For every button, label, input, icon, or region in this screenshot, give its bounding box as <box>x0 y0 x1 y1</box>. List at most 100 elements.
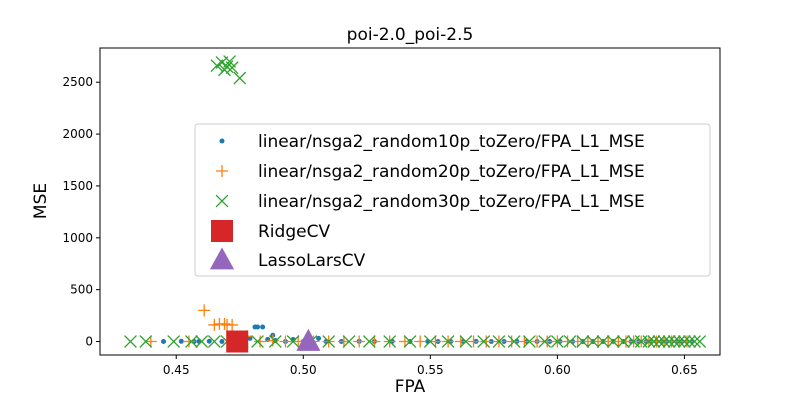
data-point <box>480 335 493 348</box>
data-point <box>383 335 397 348</box>
data-point <box>296 328 321 351</box>
data-point <box>672 335 686 348</box>
data-point <box>688 335 701 348</box>
series-4-points <box>226 330 249 353</box>
data-point <box>492 335 506 348</box>
y-tick-label: 1500 <box>62 179 93 193</box>
data-point <box>182 335 195 348</box>
data-point <box>206 338 212 344</box>
data-point <box>647 335 661 348</box>
chart-title: poi-2.0_poi-2.5 <box>347 25 474 45</box>
data-point <box>477 335 491 348</box>
data-point <box>467 335 480 348</box>
x-tick-label: 0.65 <box>671 363 698 377</box>
data-point <box>592 335 605 348</box>
data-point <box>602 335 615 348</box>
data-point <box>441 335 455 348</box>
data-point <box>279 335 292 348</box>
legend-label-series-3: linear/nsga2_random30p_toZero/FPA_L1_MSE <box>258 192 645 212</box>
data-point <box>581 335 594 348</box>
data-point <box>550 335 564 348</box>
y-tick-label: 2000 <box>62 127 93 141</box>
data-point <box>403 335 417 348</box>
data-point <box>642 335 656 348</box>
y-tick-label: 500 <box>70 283 93 297</box>
data-point <box>680 335 693 348</box>
data-point <box>208 318 221 331</box>
legend-marker-series-2 <box>216 165 228 177</box>
data-point <box>247 335 253 341</box>
data-point <box>652 335 666 348</box>
data-point <box>541 335 554 348</box>
legend-label-series-2: linear/nsga2_random20p_toZero/FPA_L1_MSE <box>258 162 645 182</box>
legend-marker-series-5 <box>209 247 235 270</box>
data-point <box>124 335 137 348</box>
data-point <box>322 335 336 348</box>
data-point <box>571 335 584 348</box>
data-point <box>429 335 442 348</box>
data-point <box>268 335 282 348</box>
data-point <box>178 338 184 344</box>
x-tick-label: 0.45 <box>163 363 190 377</box>
data-point <box>316 335 322 341</box>
data-point <box>678 335 691 348</box>
data-point <box>342 335 356 348</box>
data-point <box>185 335 198 348</box>
x-tick-label: 0.50 <box>290 363 317 377</box>
data-point <box>523 335 536 348</box>
data-point <box>606 335 620 348</box>
data-point <box>657 335 671 348</box>
data-point <box>286 335 300 348</box>
x-axis-label: FPA <box>395 377 426 397</box>
data-point <box>254 335 267 348</box>
legend-marker-series-4 <box>211 220 233 242</box>
data-point <box>414 335 427 348</box>
data-point <box>195 335 209 348</box>
data-point <box>225 61 239 75</box>
plot-frame <box>99 47 721 356</box>
data-point <box>563 335 577 348</box>
legend-label-lassolarscv: LassoLarsCV <box>258 251 366 271</box>
y-axis-label: MSE <box>31 183 51 219</box>
data-point <box>167 335 181 348</box>
data-point <box>576 335 590 348</box>
data-point <box>233 71 247 85</box>
legend-marker-series-3 <box>215 194 229 208</box>
data-point <box>198 304 211 317</box>
y-axis: 0 500 1000 1500 2000 2500 <box>62 75 100 349</box>
x-tick-label: 0.60 <box>544 363 571 377</box>
y-tick-label: 1000 <box>62 231 93 245</box>
data-point <box>459 335 473 348</box>
data-point <box>353 335 366 348</box>
series-3-points <box>124 55 707 348</box>
legend-label-ridgecv: RidgeCV <box>258 222 330 242</box>
legend: linear/nsga2_random10p_toZero/FPA_L1_MSE… <box>194 123 711 277</box>
legend-box <box>194 123 711 277</box>
data-point <box>255 324 261 330</box>
data-point <box>337 335 350 348</box>
legend-marker-series-1 <box>219 138 225 144</box>
legend-label-series-1: linear/nsga2_random10p_toZero/FPA_L1_MSE <box>258 132 645 152</box>
data-point <box>398 335 411 348</box>
data-point <box>505 335 518 348</box>
data-point <box>139 335 153 348</box>
data-point <box>507 335 521 348</box>
data-point <box>667 335 681 348</box>
data-point <box>251 335 264 348</box>
data-point <box>368 335 381 348</box>
x-tick-label: 0.55 <box>417 363 444 377</box>
data-point <box>518 335 531 348</box>
data-point <box>531 335 544 348</box>
data-point <box>218 317 231 330</box>
data-point <box>454 335 467 348</box>
data-point <box>226 318 239 331</box>
data-point <box>219 339 225 345</box>
y-tick-label: 0 <box>85 335 93 349</box>
data-point <box>161 339 167 345</box>
data-point <box>617 335 630 348</box>
data-point <box>683 335 696 348</box>
data-point <box>586 335 600 348</box>
data-point <box>538 335 552 348</box>
data-point <box>561 335 574 348</box>
